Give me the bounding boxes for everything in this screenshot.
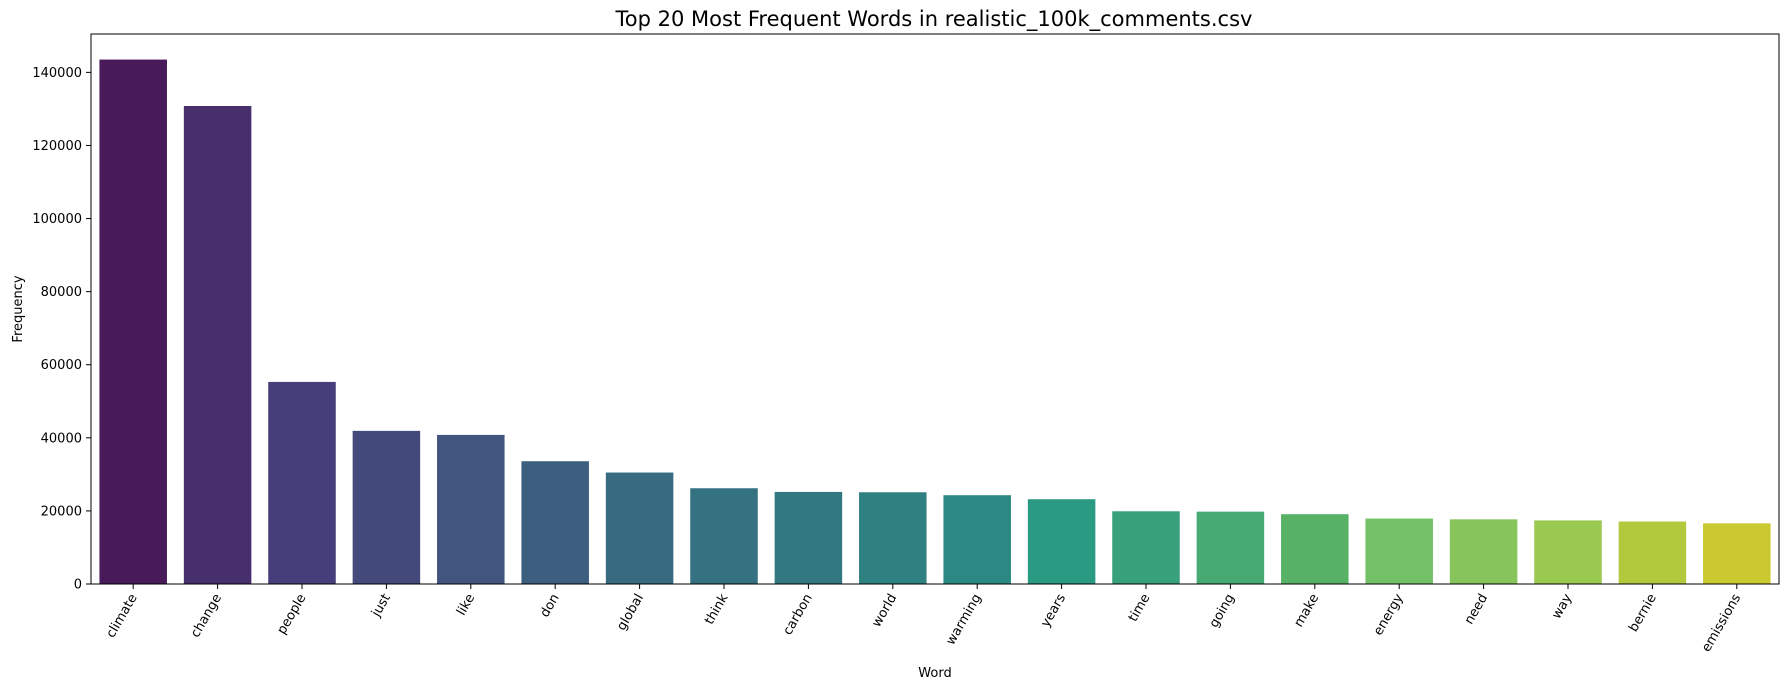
x-tick-label: world [869,592,900,631]
bar-carbon [774,491,843,584]
bar-don [521,461,589,584]
y-axis: 0 20000 40000 60000 80000 100000 120000 140000 [32,66,91,593]
x-tick-label: think [702,591,732,627]
bar-global [605,472,674,584]
x-axis: climate change people just like don global thin… [104,584,1744,655]
plot-frame [90,33,1780,585]
y-tick-label: 80000 [41,285,82,300]
y-tick-label: 100000 [32,212,82,227]
x-tick-label: going [1207,592,1238,631]
x-axis-label: Word [918,666,951,681]
bar-energy [1365,518,1433,584]
bar-bernie [1618,521,1687,584]
bar-years [1027,499,1096,584]
x-tick-label: make [1291,592,1322,630]
x-tick-label: people [274,592,309,638]
x-tick-label: bernie [1626,592,1660,635]
x-tick-label: climate [104,592,141,641]
bar-world [859,492,927,584]
x-tick-label: like [454,592,478,619]
bars-group [99,59,1771,585]
x-tick-label: don [537,592,562,621]
y-tick-label: 0 [74,578,82,593]
bar-people [268,381,336,584]
x-tick-label: carbon [780,592,815,638]
bar-change [183,105,252,585]
y-tick-label: 120000 [32,139,82,154]
x-tick-label: just [369,592,394,621]
chart-title: Top 20 Most Frequent Words in realistic_… [615,7,1253,32]
x-tick-label: change [188,591,225,640]
bar-time [1112,511,1180,584]
bar-just [352,430,421,584]
x-tick-label: warming [943,592,984,648]
x-tick-label: years [1038,591,1069,630]
bar-need [1449,519,1518,584]
bar-like [437,434,505,584]
y-axis-label: Frequency [11,275,26,342]
x-tick-label: energy [1371,591,1407,638]
bar-way [1534,520,1602,584]
x-tick-label: emissions [1699,591,1744,654]
bar-climate [99,59,167,584]
bar-emissions [1703,523,1771,584]
x-tick-label: global [614,592,647,634]
x-tick-label: time [1126,592,1154,625]
bar-warming [943,495,1011,584]
y-tick-label: 40000 [41,431,82,446]
y-tick-label: 20000 [41,504,82,519]
y-tick-label: 140000 [32,66,82,81]
bar-going [1196,511,1265,584]
bar-think [690,488,758,584]
x-tick-label: way [1549,591,1575,622]
x-tick-label: need [1462,592,1491,628]
y-tick-label: 60000 [41,358,82,373]
bar-make [1281,514,1349,584]
